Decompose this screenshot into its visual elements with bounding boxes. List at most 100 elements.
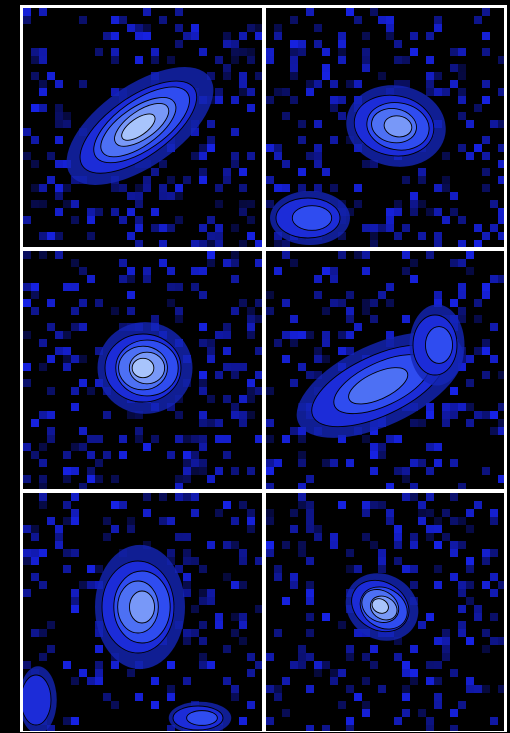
source [270, 191, 350, 245]
noise-pixel [39, 411, 47, 419]
noise-pixel [378, 685, 386, 693]
noise-pixel [306, 80, 314, 88]
noise-pixel [167, 403, 175, 411]
noise-pixel [458, 363, 466, 371]
noise-pixel [199, 621, 207, 629]
noise-pixel [31, 283, 39, 291]
noise-pixel [207, 259, 215, 267]
noise-pixel [71, 549, 79, 557]
noise-pixel [418, 176, 426, 184]
noise-pixel [322, 613, 330, 621]
noise-pixel [231, 467, 239, 475]
noise-pixel [266, 176, 274, 184]
noise-pixel [394, 717, 402, 725]
noise-pixel [175, 411, 183, 419]
noise-pixel [215, 224, 223, 232]
noise-pixel [266, 549, 274, 557]
noise-pixel [167, 267, 175, 275]
noise-pixel [410, 200, 418, 208]
noise-pixel [458, 96, 466, 104]
noise-pixel [386, 509, 394, 517]
noise-pixel [426, 677, 434, 685]
noise-pixel [183, 581, 191, 589]
noise-pixel [167, 224, 175, 232]
noise-pixel [127, 208, 135, 216]
noise-pixel [215, 419, 223, 427]
noise-pixel [378, 72, 386, 80]
noise-pixel [127, 307, 135, 315]
noise-pixel [127, 267, 135, 275]
noise-pixel [79, 299, 87, 307]
noise-pixel [282, 160, 290, 168]
noise-pixel [434, 16, 442, 24]
noise-pixel [410, 645, 418, 653]
noise-pixel [474, 240, 482, 247]
noise-pixel [306, 597, 314, 605]
noise-pixel [247, 669, 255, 677]
noise-pixel [175, 493, 183, 501]
noise-pixel [266, 653, 274, 661]
noise-pixel [458, 621, 466, 629]
noise-pixel [143, 176, 151, 184]
noise-pixel [410, 669, 418, 677]
noise-pixel [47, 517, 55, 525]
noise-pixel [402, 224, 410, 232]
noise-pixel [175, 307, 183, 315]
noise-pixel [47, 411, 55, 419]
noise-pixel [71, 403, 79, 411]
noise-pixel [330, 677, 338, 685]
noise-pixel [23, 557, 31, 565]
noise-pixel [239, 501, 247, 509]
noise-pixel [31, 451, 39, 459]
noise-pixel [338, 232, 346, 240]
noise-pixel [418, 459, 426, 467]
noise-pixel [191, 509, 199, 517]
noise-pixel [63, 184, 71, 192]
noise-pixel [274, 573, 282, 581]
noise-pixel [207, 240, 215, 247]
noise-pixel [314, 669, 322, 677]
noise-pixel [231, 307, 239, 315]
noise-pixel [255, 371, 262, 379]
noise-pixel [410, 677, 418, 685]
noise-pixel [191, 605, 199, 613]
noise-pixel [47, 355, 55, 363]
source [346, 85, 446, 167]
noise-pixel [314, 355, 322, 363]
noise-pixel [498, 475, 504, 483]
noise-pixel [458, 216, 466, 224]
noise-pixel [79, 267, 87, 275]
noise-pixel [231, 371, 239, 379]
noise-pixel [282, 184, 290, 192]
noise-pixel [466, 677, 474, 685]
noise-pixel [274, 232, 282, 240]
noise-pixel [490, 427, 498, 435]
noise-pixel [55, 184, 63, 192]
noise-pixel [338, 32, 346, 40]
noise-pixel [79, 355, 87, 363]
noise-pixel [474, 224, 482, 232]
noise-pixel [183, 475, 191, 483]
noise-pixel [386, 224, 394, 232]
noise-pixel [290, 72, 298, 80]
noise-pixel [434, 525, 442, 533]
noise-pixel [143, 8, 151, 16]
noise-pixel [199, 565, 207, 573]
noise-pixel [266, 419, 274, 427]
noise-pixel [418, 501, 426, 509]
noise-pixel [31, 184, 39, 192]
noise-pixel [159, 192, 167, 200]
noise-pixel [111, 32, 119, 40]
noise-pixel [474, 501, 482, 509]
noise-pixel [274, 184, 282, 192]
noise-pixel [282, 435, 290, 443]
noise-pixel [255, 605, 262, 613]
noise-pixel [135, 411, 143, 419]
noise-pixel [378, 501, 386, 509]
noise-pixel [167, 661, 175, 669]
noise-pixel [239, 208, 247, 216]
noise-pixel [266, 509, 274, 517]
noise-pixel [282, 88, 290, 96]
noise-pixel [111, 701, 119, 709]
noise-pixel [410, 483, 418, 489]
